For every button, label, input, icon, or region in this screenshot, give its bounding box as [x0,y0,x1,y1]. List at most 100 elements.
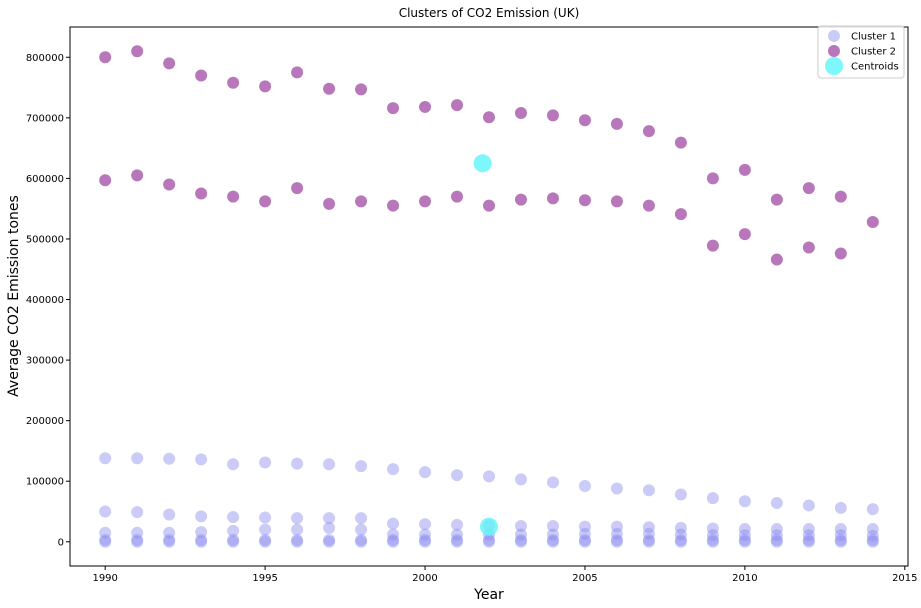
y-tick-label: 400000 [26,295,64,306]
data-point [195,510,208,523]
data-point [642,199,655,212]
data-point [483,470,495,483]
data-point [323,458,336,471]
data-point [99,526,112,539]
x-tick-label: 2000 [412,573,437,584]
y-tick-label: 500000 [26,234,64,245]
data-point [610,195,623,208]
data-point [738,163,751,176]
data-point [834,190,847,203]
data-point [514,535,527,548]
data-point [323,197,336,210]
data-point [131,533,144,546]
data-point [738,535,751,548]
data-point [738,523,751,536]
data-point [355,195,368,208]
data-point [802,535,815,548]
x-tick-label: 1995 [252,573,277,584]
legend-marker [828,45,840,57]
data-point [578,194,591,207]
data-point [163,533,176,546]
data-point [195,526,208,539]
data-point [227,533,240,546]
data-point [706,533,719,546]
data-point [802,499,815,512]
data-point [131,535,144,548]
data-point [514,533,527,546]
data-point [610,482,623,495]
data-point [706,522,719,535]
x-tick-label: 1990 [92,573,117,584]
data-point [674,488,687,501]
data-point [419,528,432,541]
data-point [163,452,176,465]
data-point [387,102,400,115]
x-axis-title: Year [473,587,504,603]
data-point [483,535,495,548]
data-point [610,533,623,546]
legend-label: Cluster 2 [851,47,896,58]
data-point [578,520,591,533]
x-tick-label: 2015 [892,573,917,584]
data-point [514,528,527,541]
data-point [802,241,815,254]
data-point [387,199,400,212]
data-point [642,125,655,138]
data-point [834,529,847,542]
data-point [546,476,559,489]
data-point [674,136,687,149]
data-point [642,533,655,546]
data-point [99,452,112,465]
data-point [514,106,527,119]
data-point [419,466,432,479]
data-point [131,526,144,539]
data-point [674,533,687,546]
data-point [866,503,879,516]
data-point [131,45,144,58]
data-point [227,524,240,537]
data-point [514,193,527,206]
data-point [770,193,783,206]
data-point [355,83,368,96]
data-point [483,199,495,212]
legend: Cluster 1 Cluster 2 Centroids [817,25,905,79]
data-point [546,535,559,548]
data-point [227,535,240,548]
y-tick-label: 600000 [26,174,64,185]
data-point [770,535,783,548]
data-point [610,520,623,533]
data-point [451,99,464,112]
data-point [291,535,304,548]
data-point [323,521,336,534]
data-point [483,533,495,546]
data-point [642,484,655,497]
data-point [514,520,527,533]
y-axis-title: Average CO2 Emission tones [6,195,22,397]
data-point [259,195,272,208]
data-point [514,473,527,486]
data-point [259,535,272,548]
data-point [195,187,208,200]
data-point [163,526,176,539]
y-tick-label: 200000 [26,416,64,427]
x-axis: 1990 1995 2000 2005 2010 2015 [92,566,918,584]
data-point [546,109,559,122]
data-point [578,114,591,127]
data-point [131,169,144,182]
data-point [642,521,655,534]
data-point [131,452,144,465]
data-point [355,460,368,473]
data-point [834,501,847,514]
data-point [770,523,783,536]
legend-marker [828,30,840,42]
data-point [674,535,687,548]
data-point [323,533,336,546]
data-point [866,533,879,546]
data-point [195,533,208,546]
data-point [387,528,400,541]
data-point [227,458,240,471]
data-point [259,523,272,536]
data-point [291,457,304,470]
data-point [355,535,368,548]
data-point [131,506,144,519]
